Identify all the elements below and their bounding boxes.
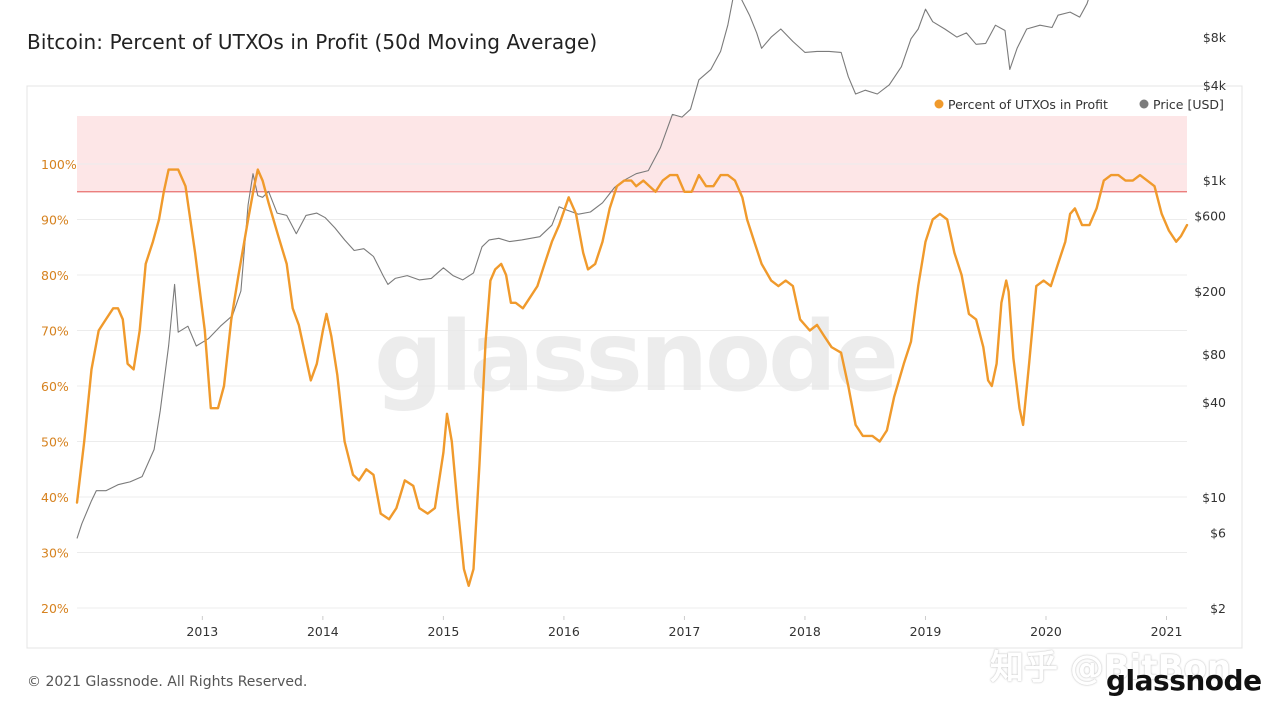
x-axis-tick-label: 2016	[548, 624, 580, 639]
left-axis-tick-label: 90%	[41, 213, 69, 228]
left-axis-tick-label: 20%	[41, 601, 69, 616]
x-axis-tick-label: 2013	[186, 624, 218, 639]
right-axis-tick-label: $200	[1194, 284, 1226, 299]
x-axis-tick-label: 2015	[427, 624, 459, 639]
glassnode-logo: glassnode	[1106, 664, 1262, 697]
x-axis-tick-label: 2020	[1030, 624, 1062, 639]
right-axis-tick-label: $600	[1194, 208, 1226, 223]
price-line	[76, 0, 1089, 539]
right-axis-tick-label: $2	[1210, 601, 1226, 616]
right-axis-tick-label: $4k	[1203, 78, 1227, 93]
legend-profit-marker	[934, 99, 944, 109]
zhihu-watermark: 知乎 @BitBon	[990, 648, 1232, 688]
left-axis-tick-label: 70%	[41, 324, 69, 339]
x-axis-tick-label: 2021	[1151, 624, 1183, 639]
x-axis-tick-label: 2019	[910, 624, 942, 639]
legend-price-label: Price [USD]	[1153, 97, 1224, 112]
right-axis-tick-label: $40	[1202, 395, 1226, 410]
left-axis-tick-label: 30%	[41, 546, 69, 561]
right-axis-tick-label: $10	[1202, 490, 1226, 505]
right-axis-tick-label: $8k	[1203, 30, 1227, 45]
glassnode-watermark: glassnode	[374, 301, 896, 413]
right-axis-tick-label: $80	[1202, 347, 1226, 362]
profit-line	[75, 168, 1189, 587]
legend-price-marker	[1139, 99, 1149, 109]
legend: Percent of UTXOs in Profit Price [USD]	[934, 97, 1224, 112]
x-axis-tick-label: 2014	[307, 624, 339, 639]
left-axis-tick-label: 80%	[41, 268, 69, 283]
left-axis-tick-label: 40%	[41, 490, 69, 505]
x-axis-tick-label: 2017	[669, 624, 701, 639]
legend-profit-label: Percent of UTXOs in Profit	[948, 97, 1108, 112]
left-axis-tick-label: 50%	[41, 435, 69, 450]
copyright-notice: © 2021 Glassnode. All Rights Reserved.	[27, 674, 308, 690]
chart-title: Bitcoin: Percent of UTXOs in Profit (50d…	[27, 30, 598, 54]
right-axis-tick-label: $6	[1210, 525, 1226, 540]
left-axis-tick-label: 100%	[41, 157, 77, 172]
x-axis-tick-label: 2018	[789, 624, 821, 639]
left-axis-tick-label: 60%	[41, 379, 69, 394]
right-axis-tick-label: $1k	[1203, 173, 1227, 188]
